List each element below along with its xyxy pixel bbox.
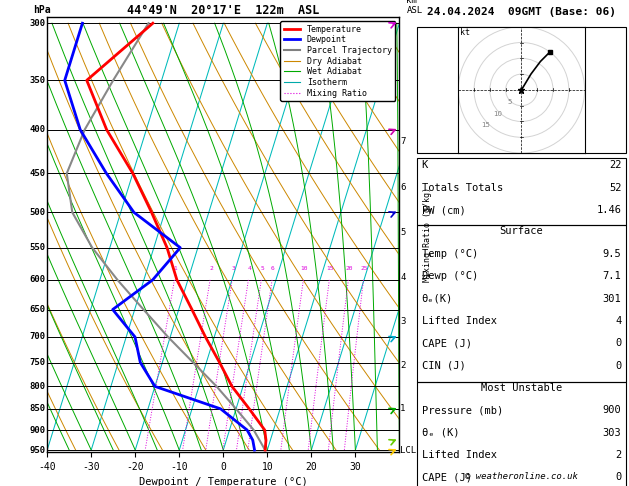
Title: 44°49'N  20°17'E  122m  ASL: 44°49'N 20°17'E 122m ASL (127, 4, 320, 17)
Bar (417, 27, 626, 153)
Text: kt: kt (460, 28, 470, 37)
Text: 0: 0 (615, 361, 621, 371)
Text: Pressure (mb): Pressure (mb) (421, 405, 503, 416)
Text: 301: 301 (603, 294, 621, 304)
Text: 52: 52 (609, 183, 621, 193)
Text: 9.5: 9.5 (603, 249, 621, 259)
Text: Dewp (°C): Dewp (°C) (421, 271, 478, 281)
Text: Mixing Ratio (g/kg): Mixing Ratio (g/kg) (423, 187, 432, 282)
Text: 350: 350 (30, 76, 45, 85)
Text: 0: 0 (615, 338, 621, 348)
Text: 1: 1 (400, 404, 406, 414)
Text: 303: 303 (603, 428, 621, 438)
Text: 700: 700 (30, 332, 45, 342)
Text: 2: 2 (209, 265, 213, 271)
Text: km
ASL: km ASL (406, 0, 423, 15)
Text: 600: 600 (30, 276, 45, 284)
Text: 800: 800 (30, 382, 45, 391)
Text: Lifted Index: Lifted Index (421, 450, 496, 460)
Text: Most Unstable: Most Unstable (481, 383, 562, 393)
Text: 2: 2 (615, 450, 621, 460)
Bar (417, 382, 626, 486)
Text: 850: 850 (30, 404, 45, 414)
Text: 15: 15 (326, 265, 334, 271)
Text: 900: 900 (603, 405, 621, 416)
Text: PW (cm): PW (cm) (421, 205, 465, 215)
Text: 400: 400 (30, 125, 45, 134)
Text: CAPE (J): CAPE (J) (421, 338, 472, 348)
Text: 3: 3 (400, 317, 406, 326)
Text: K: K (421, 160, 428, 171)
Text: 6: 6 (271, 265, 275, 271)
Text: 10: 10 (301, 265, 308, 271)
Text: LCL: LCL (400, 446, 416, 454)
Text: 950: 950 (30, 446, 45, 454)
Text: 4: 4 (400, 273, 406, 282)
Text: θₑ(K): θₑ(K) (421, 294, 453, 304)
Text: 650: 650 (30, 305, 45, 314)
Legend: Temperature, Dewpoint, Parcel Trajectory, Dry Adiabat, Wet Adiabat, Isotherm, Mi: Temperature, Dewpoint, Parcel Trajectory… (281, 21, 395, 101)
Text: 3: 3 (231, 265, 235, 271)
Text: 750: 750 (30, 358, 45, 367)
Text: 450: 450 (30, 169, 45, 178)
Text: 20: 20 (345, 265, 353, 271)
Text: 7.1: 7.1 (603, 271, 621, 281)
Text: 22: 22 (609, 160, 621, 171)
Text: 300: 300 (30, 19, 45, 28)
Bar (417, 225, 626, 382)
Text: 15: 15 (481, 122, 491, 128)
Text: © weatheronline.co.uk: © weatheronline.co.uk (465, 472, 578, 481)
Text: θₑ (K): θₑ (K) (421, 428, 459, 438)
Text: 0: 0 (615, 472, 621, 483)
Text: Totals Totals: Totals Totals (421, 183, 503, 193)
Text: 6: 6 (400, 183, 406, 191)
Text: 5: 5 (260, 265, 264, 271)
Text: 4: 4 (615, 316, 621, 326)
Bar (417, 158, 626, 225)
Text: 10: 10 (493, 111, 502, 117)
Text: 550: 550 (30, 243, 45, 252)
Text: 5: 5 (400, 228, 406, 237)
X-axis label: Dewpoint / Temperature (°C): Dewpoint / Temperature (°C) (139, 477, 308, 486)
Text: 25: 25 (360, 265, 368, 271)
Text: 2: 2 (400, 362, 406, 370)
Text: 900: 900 (30, 426, 45, 434)
Text: 5: 5 (508, 99, 512, 105)
Text: 7: 7 (400, 137, 406, 146)
Text: Surface: Surface (499, 226, 543, 237)
Text: Temp (°C): Temp (°C) (421, 249, 478, 259)
Text: Lifted Index: Lifted Index (421, 316, 496, 326)
Text: 1.46: 1.46 (596, 205, 621, 215)
Text: hPa: hPa (33, 5, 51, 15)
Text: CIN (J): CIN (J) (421, 361, 465, 371)
Text: 500: 500 (30, 208, 45, 217)
Text: CAPE (J): CAPE (J) (421, 472, 472, 483)
Text: 1: 1 (174, 265, 177, 271)
Text: 4: 4 (247, 265, 251, 271)
Text: 24.04.2024  09GMT (Base: 06): 24.04.2024 09GMT (Base: 06) (427, 7, 616, 17)
